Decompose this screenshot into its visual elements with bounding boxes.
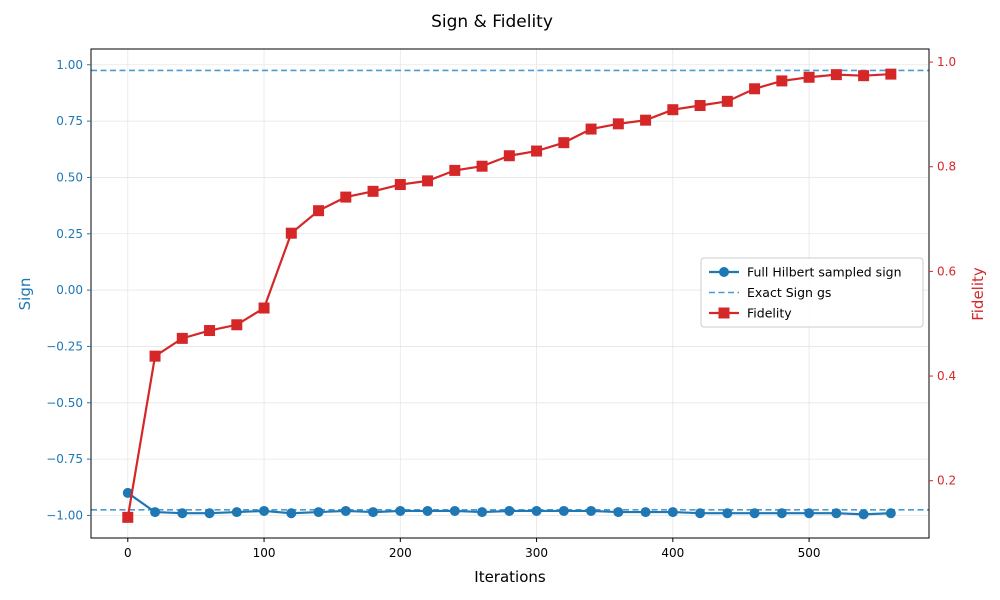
y-tick-label: 0.50 — [56, 170, 83, 184]
sign-point — [150, 507, 161, 518]
fidelity-point — [558, 137, 570, 149]
sign-point — [667, 507, 678, 518]
sign-point — [204, 508, 215, 519]
sign-point — [313, 507, 324, 518]
sign-point — [804, 508, 815, 519]
x-tick-label: 100 — [253, 546, 276, 560]
y2-tick-label: 1.0 — [937, 55, 956, 69]
legend-label: Full Hilbert sampled sign — [747, 265, 902, 280]
sign-point — [831, 508, 842, 519]
fidelity-point — [694, 100, 706, 112]
fidelity-point — [204, 325, 216, 337]
y-tick-label: 0.75 — [56, 114, 83, 128]
fidelity-point — [612, 118, 624, 130]
legend-label: Exact Sign gs — [747, 285, 831, 300]
legend-square-marker — [718, 307, 730, 319]
legend-box — [700, 257, 924, 328]
x-tick-label: 500 — [798, 546, 821, 560]
fidelity-point — [531, 145, 543, 157]
x-tick-label: 300 — [525, 546, 548, 560]
fidelity-series — [122, 68, 897, 523]
legend-label: Fidelity — [747, 306, 792, 321]
y2-tick-label: 0.8 — [937, 160, 956, 174]
plot-frame — [90, 48, 930, 539]
y-tick-label: 1.00 — [56, 58, 83, 72]
sign-point — [722, 508, 733, 519]
sign-point — [395, 505, 406, 516]
y2-tick-label: 0.4 — [937, 369, 956, 383]
fidelity-point — [231, 319, 243, 331]
y-tick-label: −0.50 — [46, 396, 83, 410]
y2-axis-label: Fidelity — [969, 267, 987, 321]
sign-point — [640, 507, 651, 518]
sign-point — [122, 487, 133, 498]
fidelity-point — [776, 75, 788, 87]
y-axis-label: Sign — [16, 278, 34, 311]
y-tick-label: −1.00 — [46, 508, 83, 522]
y2-tick-label: 0.6 — [937, 264, 956, 278]
fidelity-point — [749, 83, 761, 95]
sign-point — [613, 507, 624, 518]
fidelity-point — [585, 123, 597, 135]
fidelity-point — [640, 114, 652, 126]
sign-point — [231, 507, 242, 518]
sign-point — [504, 505, 515, 516]
chart-title: Sign & Fidelity — [431, 12, 553, 32]
fidelity-point — [803, 71, 815, 83]
sign-point — [449, 505, 460, 516]
legend-circle-marker — [719, 267, 729, 277]
fidelity-point — [394, 179, 406, 191]
sign-point — [177, 508, 188, 519]
sign-point — [558, 505, 569, 516]
y-tick-label: 0.25 — [56, 227, 83, 241]
fidelity-point — [122, 511, 134, 523]
sign-point — [695, 508, 706, 519]
sign-point — [858, 509, 869, 520]
fidelity-point — [858, 70, 870, 82]
fidelity-point — [367, 185, 379, 197]
y-tick-label: −0.75 — [46, 452, 83, 466]
sign-point — [259, 505, 270, 516]
sign-point — [286, 508, 297, 519]
fidelity-point — [885, 68, 897, 80]
fidelity-point — [313, 205, 325, 217]
sign-point — [422, 505, 433, 516]
x-tick-label: 0 — [124, 546, 132, 560]
sign-point — [885, 508, 896, 519]
sign-point — [531, 505, 542, 516]
fidelity-point — [285, 227, 297, 239]
fidelity-point — [340, 191, 352, 203]
y2-tick-label: 0.2 — [937, 474, 956, 488]
fidelity-point — [721, 95, 733, 107]
fidelity-point — [258, 302, 270, 314]
legend: Full Hilbert sampled sign Exact Sign gs Fi… — [700, 257, 924, 328]
fidelity-point — [176, 332, 188, 344]
fidelity-point — [449, 164, 461, 176]
sign-point — [340, 505, 351, 516]
sign-point — [749, 508, 760, 519]
y-tick-label: 0.00 — [56, 283, 83, 297]
fidelity-point — [149, 350, 161, 362]
sign-series — [122, 487, 896, 520]
x-axis-label: Iterations — [474, 568, 546, 586]
x-tick-label: 400 — [661, 546, 684, 560]
fidelity-point — [830, 69, 842, 81]
fidelity-point — [503, 150, 515, 162]
x-tick-label: 200 — [389, 546, 412, 560]
fidelity-point — [476, 160, 488, 172]
y-tick-label: −0.25 — [46, 339, 83, 353]
fidelity-point — [667, 104, 679, 116]
fidelity-point — [422, 175, 434, 187]
sign-point — [776, 508, 787, 519]
sign-point — [477, 507, 488, 518]
axes: 0 100 200 300 400 500 1.00 0.75 0.50 0.25 0.00 −0.2… — [46, 48, 956, 560]
sign-point — [586, 505, 597, 516]
sign-point — [368, 507, 379, 518]
